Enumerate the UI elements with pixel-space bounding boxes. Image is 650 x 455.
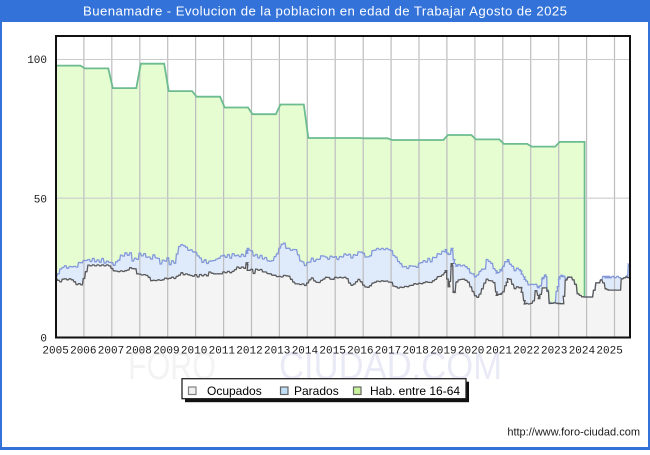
svg-text:2016: 2016 bbox=[347, 346, 373, 358]
svg-text:2006: 2006 bbox=[70, 346, 96, 358]
svg-text:2019: 2019 bbox=[430, 346, 456, 358]
svg-text:2021: 2021 bbox=[486, 346, 513, 358]
svg-text:Ocupados: Ocupados bbox=[207, 384, 262, 398]
svg-text:2011: 2011 bbox=[209, 346, 236, 358]
svg-text:Parados: Parados bbox=[294, 384, 339, 398]
svg-text:2014: 2014 bbox=[292, 346, 319, 358]
svg-text:2025: 2025 bbox=[596, 346, 622, 358]
svg-text:100: 100 bbox=[27, 55, 47, 67]
svg-text:2012: 2012 bbox=[236, 346, 262, 358]
svg-text:2008: 2008 bbox=[125, 346, 151, 358]
svg-text:2009: 2009 bbox=[153, 346, 179, 358]
svg-text:2013: 2013 bbox=[264, 346, 290, 358]
svg-text:2018: 2018 bbox=[402, 346, 428, 358]
svg-text:0: 0 bbox=[40, 333, 47, 345]
svg-text:50: 50 bbox=[34, 194, 47, 206]
svg-text:2022: 2022 bbox=[513, 346, 539, 358]
svg-text:2005: 2005 bbox=[42, 346, 68, 358]
svg-text:2020: 2020 bbox=[458, 346, 484, 358]
svg-text:Buenamadre - Evolucion de la p: Buenamadre - Evolucion de la poblacion e… bbox=[83, 4, 567, 19]
svg-text:2010: 2010 bbox=[181, 346, 207, 358]
svg-text:2023: 2023 bbox=[541, 346, 567, 358]
svg-text:Hab. entre 16-64: Hab. entre 16-64 bbox=[370, 384, 460, 398]
svg-text:2017: 2017 bbox=[375, 346, 401, 358]
svg-text:2015: 2015 bbox=[319, 346, 345, 358]
svg-text:2024: 2024 bbox=[569, 346, 596, 358]
svg-text:http://www.foro-ciudad.com: http://www.foro-ciudad.com bbox=[507, 427, 640, 439]
svg-text:2007: 2007 bbox=[98, 346, 124, 358]
